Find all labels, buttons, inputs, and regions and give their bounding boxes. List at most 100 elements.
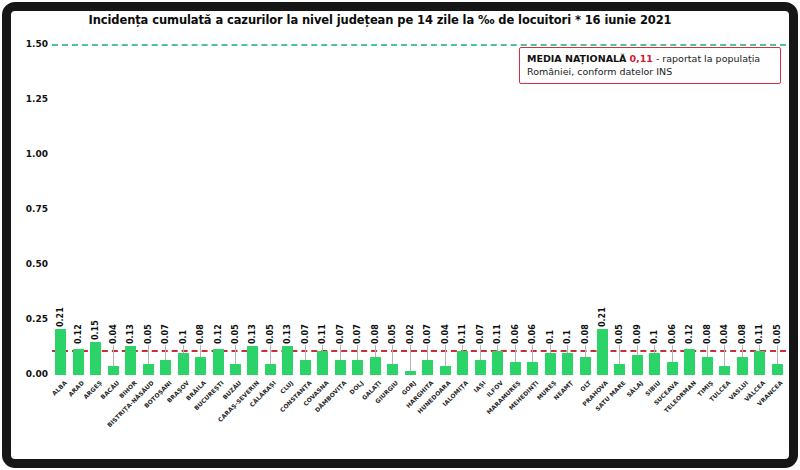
y-axis-tick-label: 1.50	[14, 39, 48, 49]
bar-brașov	[178, 353, 189, 375]
bar-value-label: 0.07	[353, 324, 362, 344]
x-axis-label: TELEORMAN	[662, 379, 697, 414]
bar-value-label: 0.11	[318, 324, 327, 344]
bar-bucurești	[213, 349, 224, 375]
bar-value-label: 0.08	[703, 324, 712, 344]
bar-covasna	[317, 351, 328, 375]
bar-bacău	[108, 366, 119, 375]
bar-caraș-severin	[247, 346, 258, 375]
label-leader-line	[462, 345, 463, 351]
bar-value-label: 0.07	[301, 324, 310, 344]
bar-tulcea	[719, 366, 730, 375]
bar-bihor	[125, 346, 136, 375]
bar-vrancea	[772, 364, 783, 375]
bar-value-label: 0.15	[91, 320, 100, 340]
bar-value-label: 0.05	[144, 324, 153, 344]
bar-value-label: 0.06	[668, 324, 677, 344]
label-leader-line	[270, 345, 271, 364]
bar-value-label: 0.08	[738, 324, 747, 344]
bar-value-label: 0.09	[633, 324, 642, 344]
bar-giurgiu	[387, 364, 398, 375]
bar-value-label: 0.08	[581, 324, 590, 344]
bar-value-label: 0.08	[196, 324, 205, 344]
bar-neamț	[562, 353, 573, 375]
bar-ialomița	[457, 351, 468, 375]
label-leader-line	[148, 345, 149, 364]
label-leader-line	[392, 345, 393, 364]
bar-constanța	[300, 360, 311, 375]
bar-timiș	[702, 357, 713, 375]
label-leader-line	[235, 345, 236, 364]
label-leader-line	[532, 345, 533, 362]
y-axis-tick-label: 0.00	[14, 369, 48, 379]
bar-argeș	[90, 342, 101, 375]
bar-suceava	[667, 362, 678, 375]
label-leader-line	[497, 345, 498, 351]
bar-mureș	[545, 353, 556, 375]
bar-dolj	[352, 360, 363, 375]
bar-value-label: 0.13	[283, 324, 292, 344]
national-average-note: MEDIA NAȚIONALĂ 0,11 - raportat la popul…	[519, 47, 781, 84]
bar-teleorman	[684, 349, 695, 375]
label-leader-line	[357, 345, 358, 360]
bar-dâmbovița	[335, 360, 346, 375]
label-leader-line	[515, 345, 516, 362]
y-axis-tick-label: 1.25	[14, 94, 48, 104]
bar-value-label: 0.1	[179, 330, 188, 344]
label-leader-line	[113, 345, 114, 366]
y-axis-tick-label: 1.00	[14, 149, 48, 159]
bar-călărași	[265, 364, 276, 375]
bar-value-label: 0.11	[755, 324, 764, 344]
bar-value-label: 0.13	[248, 324, 257, 344]
bar-value-label: 0.05	[615, 324, 624, 344]
label-leader-line	[707, 345, 708, 357]
bar-value-label: 0.11	[493, 324, 502, 344]
bar-cluj	[282, 346, 293, 375]
label-leader-line	[742, 345, 743, 357]
bar-arad	[73, 349, 84, 375]
label-leader-line	[759, 345, 760, 351]
bar-maramureș	[510, 362, 521, 375]
bar-satu mare	[614, 364, 625, 375]
bar-prahova	[597, 329, 608, 375]
bar-vâlcea	[754, 351, 765, 375]
label-leader-line	[619, 345, 620, 364]
label-leader-line	[777, 345, 778, 364]
bar-value-label: 0.07	[161, 324, 170, 344]
bar-value-label: 0.05	[231, 324, 240, 344]
label-leader-line	[165, 345, 166, 360]
bar-sibiu	[649, 353, 660, 375]
label-leader-line	[322, 345, 323, 351]
reference-line-media-nationala	[52, 350, 786, 352]
national-average-label: MEDIA NAȚIONALĂ	[527, 53, 626, 64]
reference-line-prag-superior	[52, 44, 786, 46]
y-axis-tick-label: 0.25	[14, 314, 48, 324]
y-axis-tick-label: 0.75	[14, 204, 48, 214]
label-leader-line	[427, 345, 428, 360]
label-leader-line	[724, 345, 725, 366]
label-leader-line	[375, 345, 376, 357]
bar-hunedoara	[440, 366, 451, 375]
bar-value-label: 0.07	[423, 324, 432, 344]
label-leader-line	[445, 345, 446, 366]
bar-buzău	[230, 364, 241, 375]
bar-value-label: 0.04	[720, 324, 729, 344]
bar-bistrița-năsăud	[143, 364, 154, 375]
bar-value-label: 0.06	[511, 324, 520, 344]
label-leader-line	[305, 345, 306, 360]
x-axis-label: SĂLAJ	[625, 379, 644, 398]
bar-value-label: 0.07	[336, 324, 345, 344]
chart-title: Incidența cumulată a cazurilor la nivel …	[30, 13, 730, 27]
bar-vaslui	[737, 357, 748, 375]
label-leader-line	[340, 345, 341, 360]
label-leader-line	[567, 345, 568, 353]
bar-value-label: 0.06	[528, 324, 537, 344]
label-leader-line	[480, 345, 481, 360]
bar-alba	[55, 329, 66, 375]
bar-value-label: 0.05	[388, 324, 397, 344]
bar-value-label: 0.1	[650, 330, 659, 344]
bar-value-label: 0.02	[406, 324, 415, 344]
bar-sălaj	[632, 355, 643, 375]
bar-value-label: 0.04	[441, 324, 450, 344]
bar-mehedinți	[527, 362, 538, 375]
